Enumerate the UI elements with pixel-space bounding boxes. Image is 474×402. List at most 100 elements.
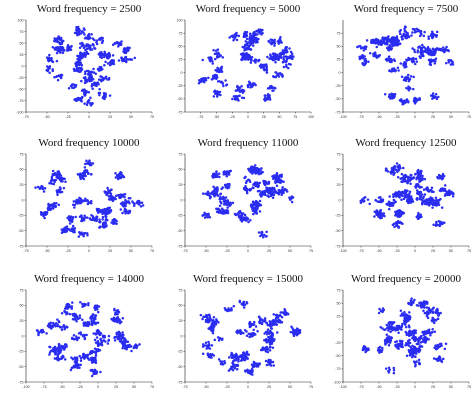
scatter-point (413, 99, 416, 103)
scatter-point (395, 162, 399, 165)
scatter-point (84, 303, 88, 306)
scatter-point (234, 96, 237, 100)
scatter-point (266, 55, 269, 59)
scatter-point (55, 201, 58, 205)
scatter-point (82, 232, 86, 235)
scatter-point (245, 330, 248, 333)
scatter-point (105, 215, 108, 218)
scatter-point (392, 195, 395, 198)
scatter-point (72, 200, 76, 203)
scatter-point (89, 44, 92, 47)
scatter-point (260, 233, 264, 237)
scatter-point (256, 33, 259, 36)
scatter-point (128, 46, 131, 50)
scatter-point (277, 75, 281, 78)
scatter-point (373, 39, 377, 42)
scatter-point (449, 63, 453, 66)
scatter-point (280, 191, 284, 194)
scatter-point (225, 83, 228, 87)
scatter-point (73, 312, 76, 316)
scatter-point (201, 317, 204, 321)
scatter-point (263, 94, 267, 97)
scatter-point (224, 184, 228, 187)
scatter-point (53, 347, 56, 351)
scatter-point (430, 33, 433, 36)
scatter-point (282, 57, 286, 61)
scatter-point (68, 312, 72, 316)
scatter-point (34, 186, 37, 189)
scatter-point (429, 61, 432, 65)
scatter-point (264, 338, 268, 341)
scatter-point (407, 85, 410, 88)
scatter-points (199, 299, 302, 376)
scatter-point (53, 171, 57, 175)
scatter-point (244, 40, 248, 43)
scatter-point (389, 170, 393, 174)
scatter-point (94, 315, 97, 319)
scatter-point (74, 215, 77, 219)
scatter-point (252, 165, 256, 169)
scatter-point (413, 48, 416, 52)
scatter-point (224, 201, 228, 205)
scatter-point (246, 41, 250, 44)
scatter-point (114, 172, 117, 175)
scatter-point (57, 188, 60, 192)
scatter-point (61, 180, 64, 183)
scatter-point (73, 228, 76, 232)
scatter-point (255, 29, 258, 33)
scatter-point (71, 358, 75, 361)
x-tick-label: 0 (247, 115, 249, 119)
scatter-point (399, 177, 402, 181)
scatter-point (60, 231, 64, 235)
scatter-point (262, 66, 265, 69)
scatter-panel: Word frequency 10000 -75 -50 -25 0 25 50 75 75 50… (8, 134, 156, 264)
scatter-point (409, 195, 413, 198)
scatter-point (89, 368, 93, 372)
scatter-points (35, 300, 141, 378)
scatter-point (211, 60, 214, 63)
scatter-point (91, 321, 94, 325)
scatter-point (432, 49, 435, 52)
scatter-point (295, 327, 299, 330)
x-tick-label: 25 (431, 385, 435, 389)
x-tick-label: -75 (23, 115, 28, 119)
scatter-point (410, 34, 413, 37)
scatter-point (447, 61, 451, 64)
scatter-point (113, 336, 116, 340)
scatter-point (255, 182, 259, 185)
scatter-point (404, 174, 407, 177)
y-tick-label: 75 (337, 288, 341, 292)
scatter-point (439, 311, 442, 315)
scatter-point (272, 364, 275, 367)
scatter-point (78, 46, 82, 49)
scatter-point (79, 32, 83, 35)
scatter-point (98, 67, 102, 70)
scatter-point (102, 91, 106, 95)
scatter-point (281, 75, 284, 78)
scatter-point (393, 92, 397, 96)
scatter-point (52, 182, 56, 186)
scatter-point (394, 194, 397, 197)
scatter-point (137, 199, 140, 203)
scatter-point (107, 334, 111, 338)
scatter-point (121, 317, 125, 320)
scatter-point (252, 320, 256, 324)
scatter-point (360, 54, 364, 57)
scatter-point (79, 201, 82, 205)
scatter-point (269, 85, 273, 89)
scatter-point (427, 37, 431, 41)
y-tick-label: -50 (18, 365, 23, 369)
scatter-point (274, 61, 277, 64)
scatter-point (91, 37, 95, 40)
x-tick-label: 25 (267, 249, 271, 253)
scatter-point (138, 343, 141, 346)
scatter-point (373, 210, 377, 213)
y-tick-label: 0 (339, 328, 341, 332)
scatter-point (244, 54, 248, 57)
scatter-point (51, 45, 55, 49)
scatter-point (260, 171, 263, 174)
scatter-point (404, 100, 407, 104)
scatter-point (126, 46, 130, 49)
scatter-point (108, 206, 112, 209)
scatter-point (226, 199, 230, 202)
